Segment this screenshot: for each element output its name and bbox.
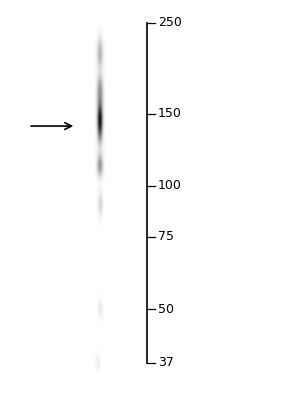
Text: 37: 37 — [158, 356, 174, 369]
Text: 50: 50 — [158, 302, 174, 316]
Text: 150: 150 — [158, 107, 182, 120]
Text: 100: 100 — [158, 179, 182, 192]
Text: 250: 250 — [158, 16, 182, 30]
Text: 75: 75 — [158, 230, 174, 244]
